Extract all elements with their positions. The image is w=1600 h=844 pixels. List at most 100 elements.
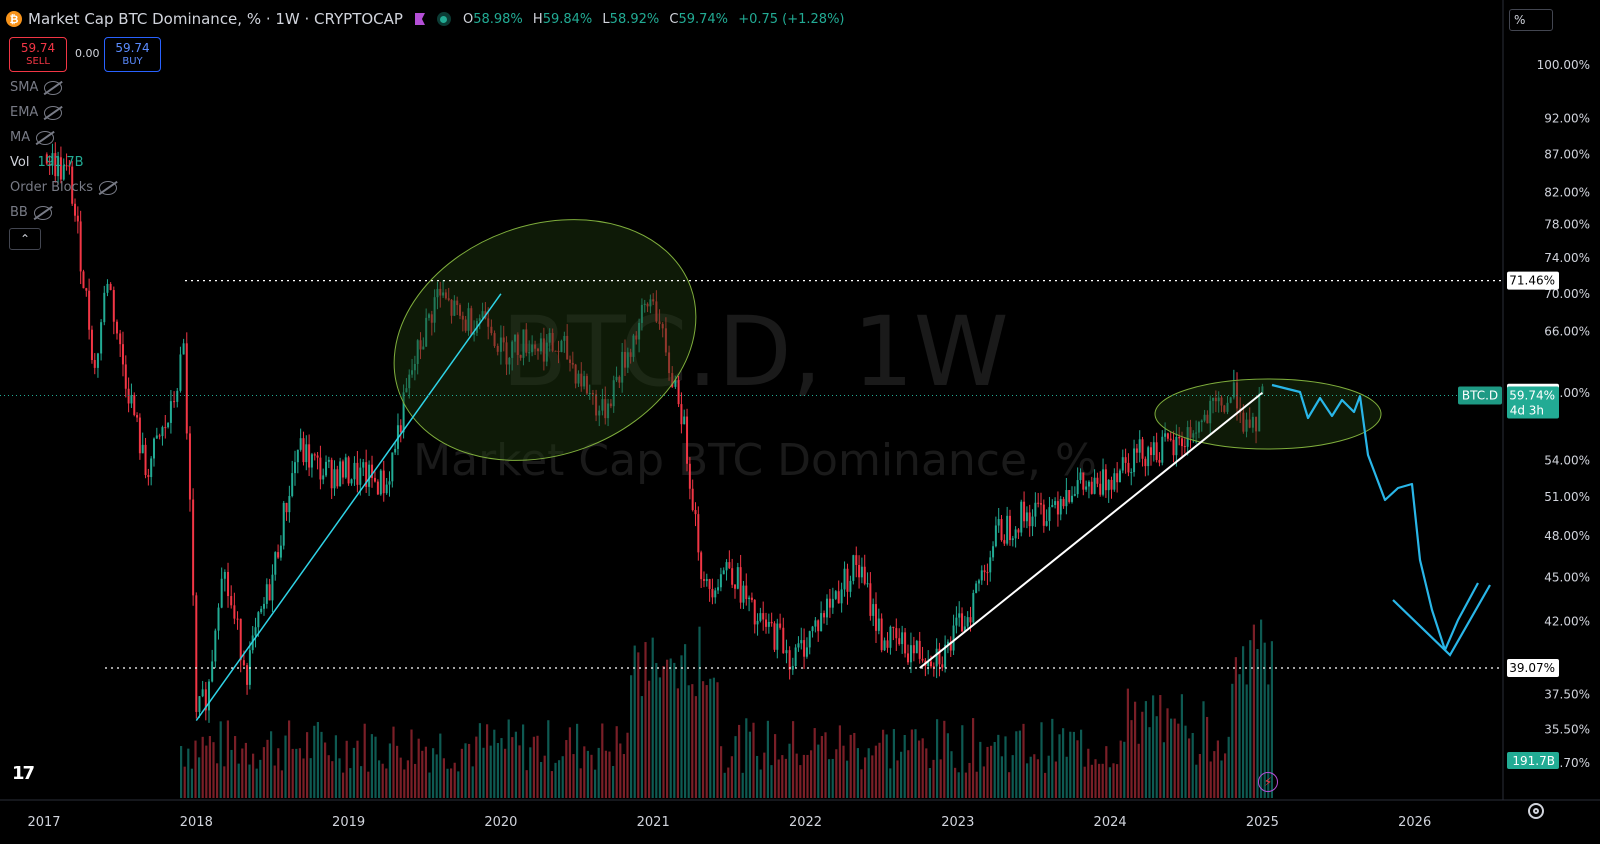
- candle-body: [791, 665, 794, 670]
- ohlc-readout: O58.98% H59.84% L58.92% C59.74% +0.75 (+…: [462, 11, 845, 27]
- tradingview-logo[interactable]: 17: [12, 763, 35, 784]
- candle-body: [227, 571, 230, 597]
- candle-body: [944, 644, 947, 668]
- indicator-bb[interactable]: BB: [10, 205, 52, 220]
- scale-mode-button[interactable]: %: [1509, 9, 1553, 31]
- volume-bar: [424, 746, 427, 798]
- candle-body: [872, 604, 875, 616]
- x-tick-label: 2019: [332, 815, 365, 830]
- volume-bar: [475, 736, 478, 798]
- candle-body: [62, 165, 65, 180]
- indicator-vol[interactable]: Vol 191.7B: [10, 155, 84, 170]
- candle-body: [714, 590, 717, 598]
- candle-body: [388, 481, 391, 485]
- candle-body: [661, 324, 664, 329]
- candle-body: [327, 459, 330, 462]
- eye-off-icon[interactable]: [33, 205, 52, 220]
- candle-body: [823, 613, 826, 618]
- volume-bar: [1227, 736, 1230, 798]
- candle-body: [217, 607, 220, 631]
- symbol-title[interactable]: Market Cap BTC Dominance, % · 1W · CRYPT…: [28, 10, 403, 28]
- volume-bar: [306, 732, 309, 798]
- candle-body: [201, 689, 204, 697]
- candle-body: [640, 304, 643, 323]
- settings-gear-icon[interactable]: [1528, 803, 1544, 819]
- candle-body: [664, 328, 667, 353]
- candle-body: [461, 315, 464, 320]
- collapse-indicators-button[interactable]: ⌃: [9, 228, 41, 250]
- volume-bar: [637, 652, 640, 798]
- volume-bar: [511, 737, 514, 798]
- market-status-icon: [436, 12, 451, 26]
- lightning-icon[interactable]: ⚡: [1258, 772, 1278, 792]
- volume-bar: [500, 738, 503, 798]
- volume-bar: [1202, 701, 1205, 798]
- candle-body: [989, 557, 992, 573]
- candle-body: [904, 632, 907, 654]
- candle-body: [583, 376, 586, 387]
- volume-bar: [770, 765, 773, 798]
- volume-bar: [266, 739, 269, 798]
- volume-bar: [748, 731, 751, 798]
- volume-bar: [889, 768, 892, 798]
- eye-off-icon[interactable]: [44, 105, 63, 120]
- volume-bar: [230, 749, 233, 798]
- candle-body: [402, 392, 405, 433]
- volume-bar: [284, 735, 287, 798]
- volume-bar: [1054, 761, 1057, 798]
- candle-body: [708, 579, 711, 589]
- candle-body: [756, 620, 759, 625]
- sell-button[interactable]: 59.74 SELL: [9, 37, 67, 72]
- candle-body: [808, 631, 811, 648]
- candle-body: [285, 502, 288, 513]
- indicator-order-blocks[interactable]: Order Blocks: [10, 180, 118, 195]
- volume-bar: [568, 727, 571, 798]
- candle-body: [365, 462, 368, 487]
- candle-body: [333, 469, 336, 489]
- volume-bar: [763, 752, 766, 798]
- chart-header: ₿ Market Cap BTC Dominance, % · 1W · CRY…: [6, 8, 851, 30]
- volume-bar: [795, 753, 798, 798]
- candle-body: [585, 376, 588, 394]
- candle-body: [849, 580, 852, 592]
- volume-series: [180, 619, 1273, 798]
- candle-body: [411, 370, 414, 375]
- eye-off-icon[interactable]: [44, 80, 63, 95]
- countdown-label: 4d 3h: [1510, 404, 1544, 418]
- volume-bar: [450, 768, 453, 798]
- candle-body: [150, 458, 153, 478]
- volume-bar: [813, 728, 816, 798]
- indicator-ema[interactable]: EMA: [10, 105, 63, 120]
- buy-button[interactable]: 59.74 BUY: [104, 37, 161, 72]
- volume-tag: 191.7B: [1512, 754, 1555, 768]
- candle-body: [949, 641, 952, 651]
- volume-bar: [270, 731, 273, 798]
- candle-body: [886, 640, 889, 648]
- candle-body: [728, 562, 731, 569]
- volume-bar: [543, 755, 546, 798]
- volume-bar: [295, 748, 298, 798]
- candle-body: [127, 388, 130, 404]
- candle-body: [1065, 490, 1068, 507]
- candle-body: [48, 163, 51, 166]
- volume-bar: [302, 758, 305, 798]
- volume-bar: [352, 747, 355, 798]
- volume-bar: [396, 745, 399, 798]
- candle-body: [866, 583, 869, 585]
- candle-body: [1236, 382, 1239, 409]
- candle-body: [277, 552, 280, 558]
- candle-body: [45, 154, 48, 164]
- candle-body: [353, 462, 356, 480]
- volume-bar: [194, 740, 197, 798]
- volume-bar: [687, 685, 690, 798]
- candle-body: [1062, 498, 1065, 507]
- volume-bar: [828, 759, 831, 798]
- eye-off-icon[interactable]: [36, 130, 55, 145]
- indicator-sma[interactable]: SMA: [10, 80, 63, 95]
- flag-icon[interactable]: [414, 13, 425, 25]
- indicator-ma[interactable]: MA: [10, 130, 55, 145]
- eye-off-icon[interactable]: [99, 180, 118, 195]
- candle-body: [598, 410, 601, 416]
- volume-bar: [1198, 753, 1201, 798]
